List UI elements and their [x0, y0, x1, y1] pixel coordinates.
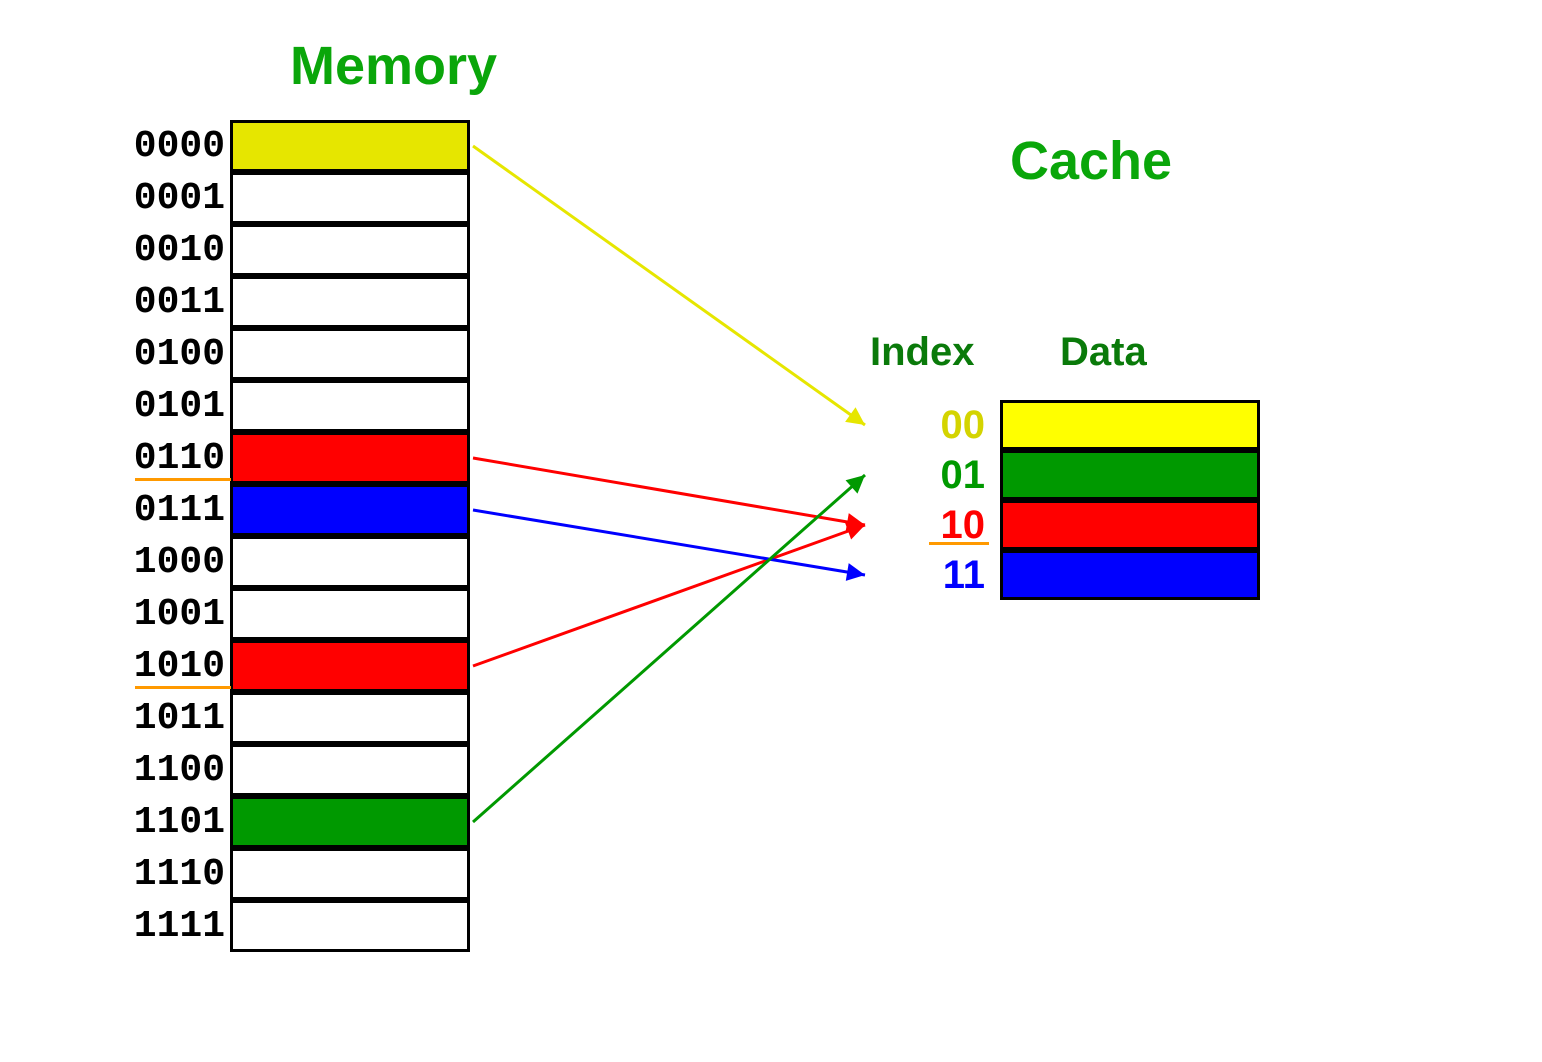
memory-cell: [230, 380, 470, 432]
memory-cell: [230, 744, 470, 796]
index-header: Index: [870, 330, 974, 375]
memory-address: 0010: [45, 229, 225, 272]
memory-cell: [230, 432, 470, 484]
memory-cell: [230, 484, 470, 536]
memory-address: 0110: [45, 437, 225, 480]
memory-address: 1000: [45, 541, 225, 584]
address-underline: [135, 478, 231, 481]
memory-cell: [230, 120, 470, 172]
memory-address: 1111: [45, 905, 225, 948]
memory-address: 1101: [45, 801, 225, 844]
memory-cell: [230, 224, 470, 276]
memory-cell: [230, 172, 470, 224]
cache-title: Cache: [1010, 130, 1172, 192]
memory-cell: [230, 328, 470, 380]
memory-cell: [230, 536, 470, 588]
memory-title: Memory: [290, 35, 497, 97]
index-underline: [929, 542, 989, 545]
memory-address: 1001: [45, 593, 225, 636]
cache-index: 01: [875, 453, 985, 498]
memory-address: 0001: [45, 177, 225, 220]
memory-cell: [230, 796, 470, 848]
address-underline: [135, 686, 231, 689]
cache-cell: [1000, 500, 1260, 550]
data-header: Data: [1060, 330, 1147, 375]
memory-address: 1110: [45, 853, 225, 896]
memory-cell: [230, 848, 470, 900]
cache-cell: [1000, 550, 1260, 600]
memory-address: 0100: [45, 333, 225, 376]
cache-index: 00: [875, 403, 985, 448]
memory-address: 1011: [45, 697, 225, 740]
memory-address: 0000: [45, 125, 225, 168]
memory-cell: [230, 640, 470, 692]
memory-cell: [230, 588, 470, 640]
memory-cell: [230, 276, 470, 328]
memory-cell: [230, 692, 470, 744]
cache-index: 11: [875, 553, 985, 598]
memory-address: 0111: [45, 489, 225, 532]
memory-cell: [230, 900, 470, 952]
memory-address: 0101: [45, 385, 225, 428]
cache-cell: [1000, 400, 1260, 450]
memory-address: 0011: [45, 281, 225, 324]
memory-address: 1100: [45, 749, 225, 792]
memory-address: 1010: [45, 645, 225, 688]
cache-cell: [1000, 450, 1260, 500]
